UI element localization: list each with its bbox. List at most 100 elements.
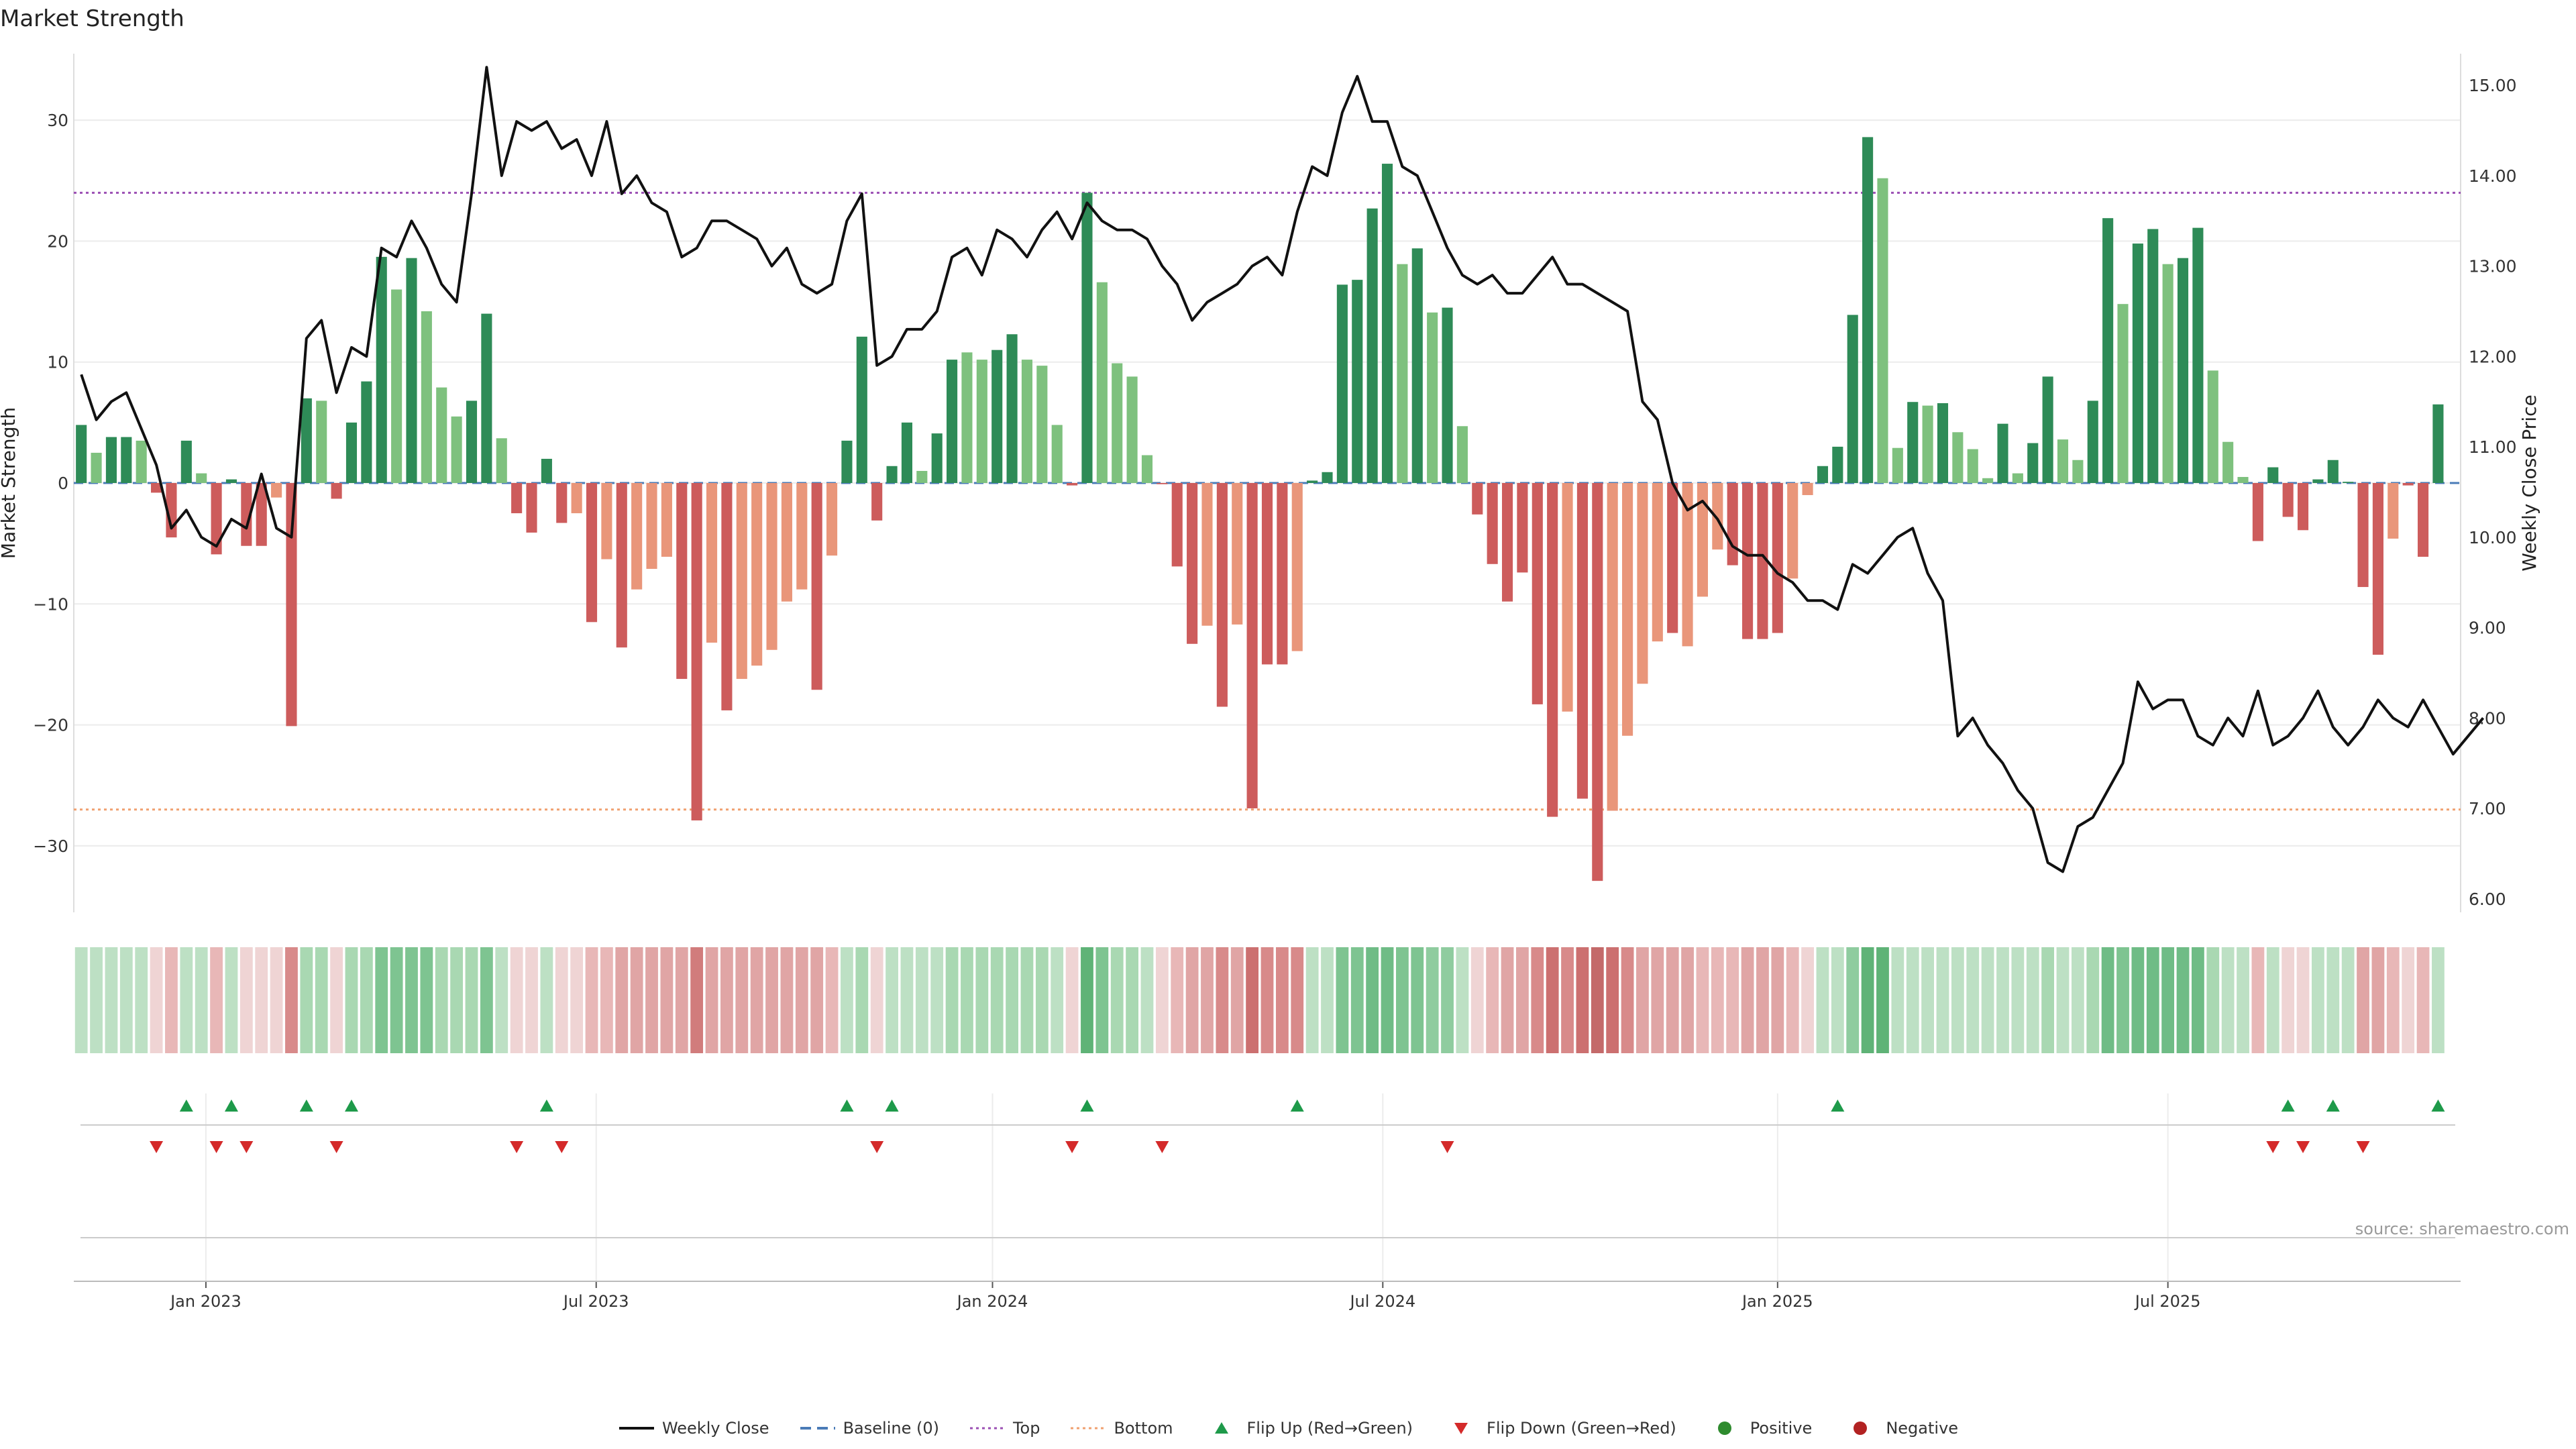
heatmap-cell [285, 947, 298, 1053]
heatmap-cell [1155, 947, 1169, 1053]
strength-heatmap [74, 947, 2445, 1053]
strength-bar [180, 440, 192, 483]
heatmap-cell [2251, 947, 2265, 1053]
strength-bar [2267, 467, 2279, 483]
strength-bar [1712, 483, 1723, 550]
strength-bar [196, 473, 207, 483]
strength-bar [2372, 483, 2383, 655]
heatmap-cell [1546, 947, 1559, 1053]
heatmap-cell [1981, 947, 1994, 1053]
heatmap-cell [570, 947, 584, 1053]
strength-bar [901, 422, 912, 483]
x-tick-label: Jan 2023 [169, 1292, 241, 1311]
heatmap-cell [1051, 947, 1064, 1053]
strength-bar [496, 438, 507, 483]
strength-bar [481, 313, 492, 483]
heatmap-cell [1305, 947, 1319, 1053]
heatmap-cell [735, 947, 749, 1053]
heatmap-cell [2101, 947, 2114, 1053]
strength-bar [2252, 483, 2263, 541]
heatmap-cell [1561, 947, 1574, 1053]
strength-bar [1757, 483, 1768, 639]
heatmap-cell [2086, 947, 2100, 1053]
heatmap-cell [1201, 947, 1214, 1053]
strength-bar [301, 398, 312, 483]
heatmap-cell [1095, 947, 1109, 1053]
heatmap-cell [585, 947, 598, 1053]
heatmap-cell [210, 947, 223, 1053]
heatmap-cell [1636, 947, 1649, 1053]
heatmap-cell [885, 947, 898, 1053]
heatmap-cell [975, 947, 989, 1053]
strength-bar [2282, 483, 2294, 517]
flip-up-marker [1080, 1099, 1094, 1112]
heatmap-cell [300, 947, 313, 1053]
legend-item: Top [969, 1419, 1040, 1438]
heatmap-cell [1486, 947, 1499, 1053]
y-left-tick-label: 0 [58, 474, 68, 493]
heatmap-cell [239, 947, 253, 1053]
strength-bar [1006, 334, 1018, 483]
strength-bar [2072, 460, 2084, 483]
source-note: source: sharemaestro.com [2355, 1220, 2569, 1238]
flip-up-marker [299, 1099, 313, 1112]
legend-item: Flip Down (Green→Red) [1442, 1419, 1676, 1438]
heatmap-cell [690, 947, 704, 1053]
heatmap-cell [270, 947, 283, 1053]
strength-bar [1427, 312, 1438, 483]
legend-swatch-icon [800, 1427, 835, 1430]
strength-bar [2207, 370, 2218, 483]
heatmap-cell [930, 947, 944, 1053]
legend-label: Top [1012, 1419, 1040, 1438]
heatmap-cell [870, 947, 883, 1053]
legend-item: Negative [1841, 1419, 1958, 1438]
strength-bar [2117, 304, 2129, 483]
heatmap-cell [900, 947, 914, 1053]
chart-title: Market Strength [0, 5, 184, 32]
strength-bar [1952, 432, 1964, 483]
strength-bar [871, 483, 883, 521]
strength-bar [2237, 476, 2249, 483]
strength-bar [1126, 376, 1138, 483]
strength-bar [91, 452, 102, 483]
strength-bar [1021, 360, 1033, 483]
y-right-tick-label: 10.00 [2469, 528, 2517, 547]
strength-bar [751, 483, 763, 666]
strength-bar [1667, 483, 1678, 633]
strength-bar [1232, 483, 1243, 625]
strength-bar [706, 483, 718, 643]
heatmap-cell [1726, 947, 1739, 1053]
strength-bar [76, 425, 87, 483]
strength-bar [1742, 483, 1754, 639]
heatmap-cell [765, 947, 778, 1053]
strength-bar [631, 483, 643, 590]
heatmap-cell [180, 947, 193, 1053]
heatmap-cell [1771, 947, 1784, 1053]
heatmap-cell [450, 947, 464, 1053]
flip-up-marker [2431, 1099, 2445, 1112]
heatmap-cell [2371, 947, 2385, 1053]
y-left-tick-label: −10 [33, 594, 68, 614]
heatmap-cell [1260, 947, 1274, 1053]
heatmap-cell [2237, 947, 2249, 1053]
heatmap-cell [1216, 947, 1229, 1053]
legend-circle [1717, 1421, 1731, 1435]
y-left-tick-label: −30 [33, 837, 68, 856]
axes [73, 54, 2461, 1288]
strength-bar [2297, 483, 2309, 531]
heatmap-cell [195, 947, 208, 1053]
strength-bar [1922, 405, 1933, 483]
heatmap-cell [2041, 947, 2055, 1053]
heatmap-cell [1696, 947, 1709, 1053]
y-right-tick-label: 13.00 [2469, 257, 2517, 276]
strength-bar [916, 470, 928, 483]
heatmap-cell [1786, 947, 1799, 1053]
strength-bar [2087, 400, 2098, 483]
strength-bar [451, 416, 462, 483]
strength-bar [1261, 483, 1273, 665]
heatmap-cell [1606, 947, 1619, 1053]
y-right-tick-label: 9.00 [2469, 619, 2506, 638]
y-right-tick-label: 6.00 [2469, 890, 2506, 909]
strength-bar [1937, 403, 1949, 483]
heatmap-cell [1246, 947, 1259, 1053]
